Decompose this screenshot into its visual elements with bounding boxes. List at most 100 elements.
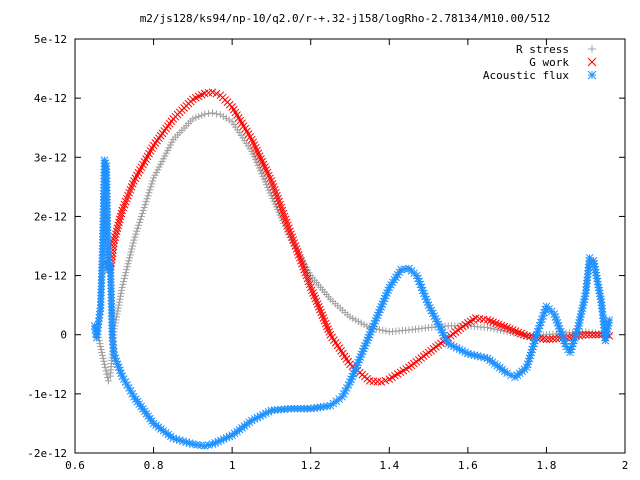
data-point <box>435 323 444 331</box>
data-point <box>115 301 123 309</box>
data-point <box>116 295 124 303</box>
data-point <box>134 224 142 232</box>
x-tick-label: 0.6 <box>65 459 85 472</box>
data-point <box>500 322 509 331</box>
data-point <box>146 186 154 194</box>
legend-marker <box>587 70 597 80</box>
data-point <box>133 227 141 235</box>
data-point <box>309 289 317 297</box>
x-tick-label: 1 <box>229 459 236 472</box>
data-point <box>116 292 124 300</box>
data-point <box>123 263 131 271</box>
data-point <box>118 286 126 294</box>
data-point <box>377 378 386 386</box>
data-point <box>114 307 122 315</box>
data-point <box>578 331 587 340</box>
data-point <box>127 248 135 256</box>
data-point <box>121 272 129 280</box>
data-point <box>104 377 112 385</box>
x-tick-label: 1.2 <box>301 459 321 472</box>
data-point <box>195 112 203 120</box>
data-point <box>494 320 503 329</box>
data-point <box>483 316 492 324</box>
data-point <box>487 324 495 332</box>
data-point <box>140 204 148 212</box>
data-point <box>588 330 597 339</box>
data-point <box>129 239 137 247</box>
data-point <box>581 330 590 339</box>
data-point <box>545 335 554 344</box>
data-point <box>320 316 329 325</box>
data-point <box>379 326 387 334</box>
data-point <box>114 221 123 230</box>
data-point <box>484 324 491 332</box>
plot-frame <box>74 38 626 454</box>
data-point <box>113 224 122 233</box>
data-point <box>490 325 498 333</box>
data-point <box>111 233 119 241</box>
y-tick-label: 0 <box>60 329 67 342</box>
data-point <box>130 236 138 244</box>
data-point <box>497 321 506 330</box>
data-point <box>542 335 551 344</box>
data-point <box>117 209 126 218</box>
legend-label: Acoustic flux <box>483 69 569 82</box>
y-tick-label: 3e-12 <box>34 151 67 164</box>
data-point <box>317 308 325 317</box>
data-point <box>313 300 322 308</box>
data-point <box>142 198 150 206</box>
data-point <box>522 363 531 372</box>
y-tick-label: -2e-12 <box>27 447 67 460</box>
data-point <box>99 351 106 359</box>
data-point <box>314 303 323 311</box>
data-point <box>120 277 128 285</box>
data-point <box>115 298 123 306</box>
data-point <box>601 336 610 345</box>
data-point <box>103 370 111 378</box>
data-point <box>112 357 121 366</box>
data-point <box>112 230 120 239</box>
data-point <box>128 242 136 250</box>
y-tick-label: 4e-12 <box>34 92 67 105</box>
data-point <box>204 441 213 449</box>
data-point <box>323 322 331 331</box>
data-point <box>382 327 390 335</box>
x-tick-label: 1.4 <box>379 459 399 472</box>
y-tick-label: -1e-12 <box>27 388 67 401</box>
data-point <box>147 183 155 191</box>
data-point <box>137 212 145 220</box>
legend-marker <box>588 45 596 53</box>
data-point <box>125 257 133 265</box>
data-point <box>201 110 209 118</box>
data-point <box>594 330 603 339</box>
data-point <box>138 209 146 217</box>
data-point <box>136 218 144 226</box>
series-r-stress <box>93 109 613 385</box>
data-point <box>319 314 328 322</box>
data-point <box>117 289 125 297</box>
data-point <box>145 189 153 197</box>
data-point <box>116 212 125 221</box>
data-point <box>549 335 557 343</box>
y-tick-label: 1e-12 <box>34 270 67 283</box>
data-point <box>144 192 152 200</box>
data-point <box>321 319 330 328</box>
data-point <box>568 342 576 351</box>
data-point <box>100 357 108 365</box>
data-point <box>128 245 136 253</box>
data-point <box>325 328 334 336</box>
data-point <box>522 332 531 340</box>
data-point <box>343 384 351 392</box>
y-tick-label: 2e-12 <box>34 210 67 223</box>
data-point <box>97 343 105 351</box>
data-point <box>430 312 439 320</box>
data-point <box>101 364 109 372</box>
y-axis: -2e-12 -1e-12 0 1e-12 2e-12 3e-12 4e-12 5e-12 <box>27 33 625 460</box>
data-point <box>114 304 122 312</box>
data-point <box>539 335 548 343</box>
data-point <box>585 253 594 262</box>
data-point <box>594 280 602 289</box>
data-point <box>486 317 495 325</box>
data-point <box>489 318 497 326</box>
